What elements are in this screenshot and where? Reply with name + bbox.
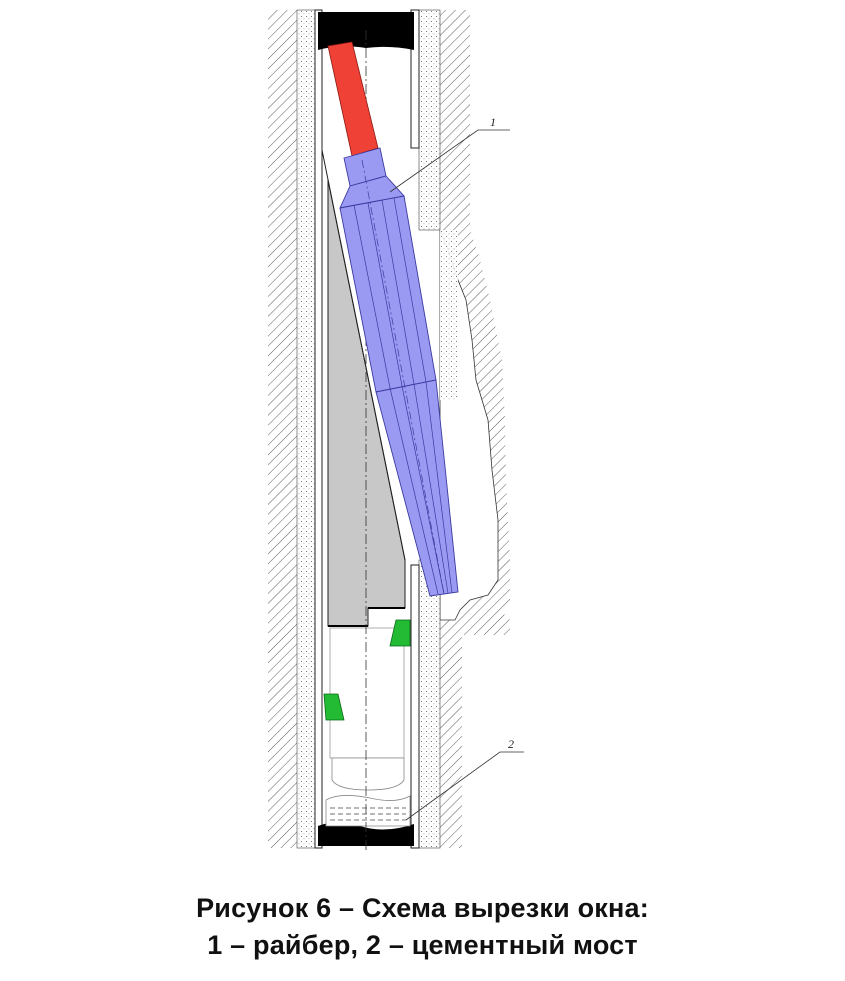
left-formation bbox=[268, 10, 297, 848]
reamer-body-lower bbox=[375, 379, 459, 597]
callout-1: 1 bbox=[389, 115, 510, 193]
reamer-axis bbox=[361, 159, 445, 595]
callout-2: 2 bbox=[405, 737, 524, 821]
bottom-plug bbox=[318, 822, 414, 846]
left-casing-wall bbox=[314, 9, 323, 849]
drill-rod bbox=[327, 41, 379, 157]
right-cement-sheath-lower bbox=[418, 559, 441, 849]
window-cutting-diagram: 1 2 bbox=[268, 9, 524, 852]
figure-caption-line-2: 1 – райбер, 2 – цементный мост bbox=[207, 930, 638, 960]
left-cement-sheath bbox=[296, 9, 316, 849]
cement-bridge-lines bbox=[330, 807, 406, 821]
whipstock-face bbox=[321, 149, 406, 561]
reamer bbox=[339, 147, 459, 597]
callout-1-label: 1 bbox=[490, 115, 496, 129]
cavity-cement-remnant bbox=[440, 230, 458, 400]
callout-2-label: 2 bbox=[508, 737, 514, 751]
anchor-bottom bbox=[325, 795, 411, 827]
anchor-slip-left bbox=[323, 693, 345, 721]
anchor-body bbox=[329, 627, 405, 759]
anchor-sleeve bbox=[331, 757, 405, 791]
reamer-flutes bbox=[353, 197, 453, 595]
figure-caption-line-1: Рисунок 6 – Схема вырезки окна: bbox=[196, 893, 649, 923]
right-cement-sheath-upper bbox=[418, 9, 441, 231]
right-casing-wall-lower bbox=[410, 564, 420, 849]
right-casing-wall-upper bbox=[410, 9, 420, 149]
anchor-slip-right bbox=[389, 619, 411, 647]
